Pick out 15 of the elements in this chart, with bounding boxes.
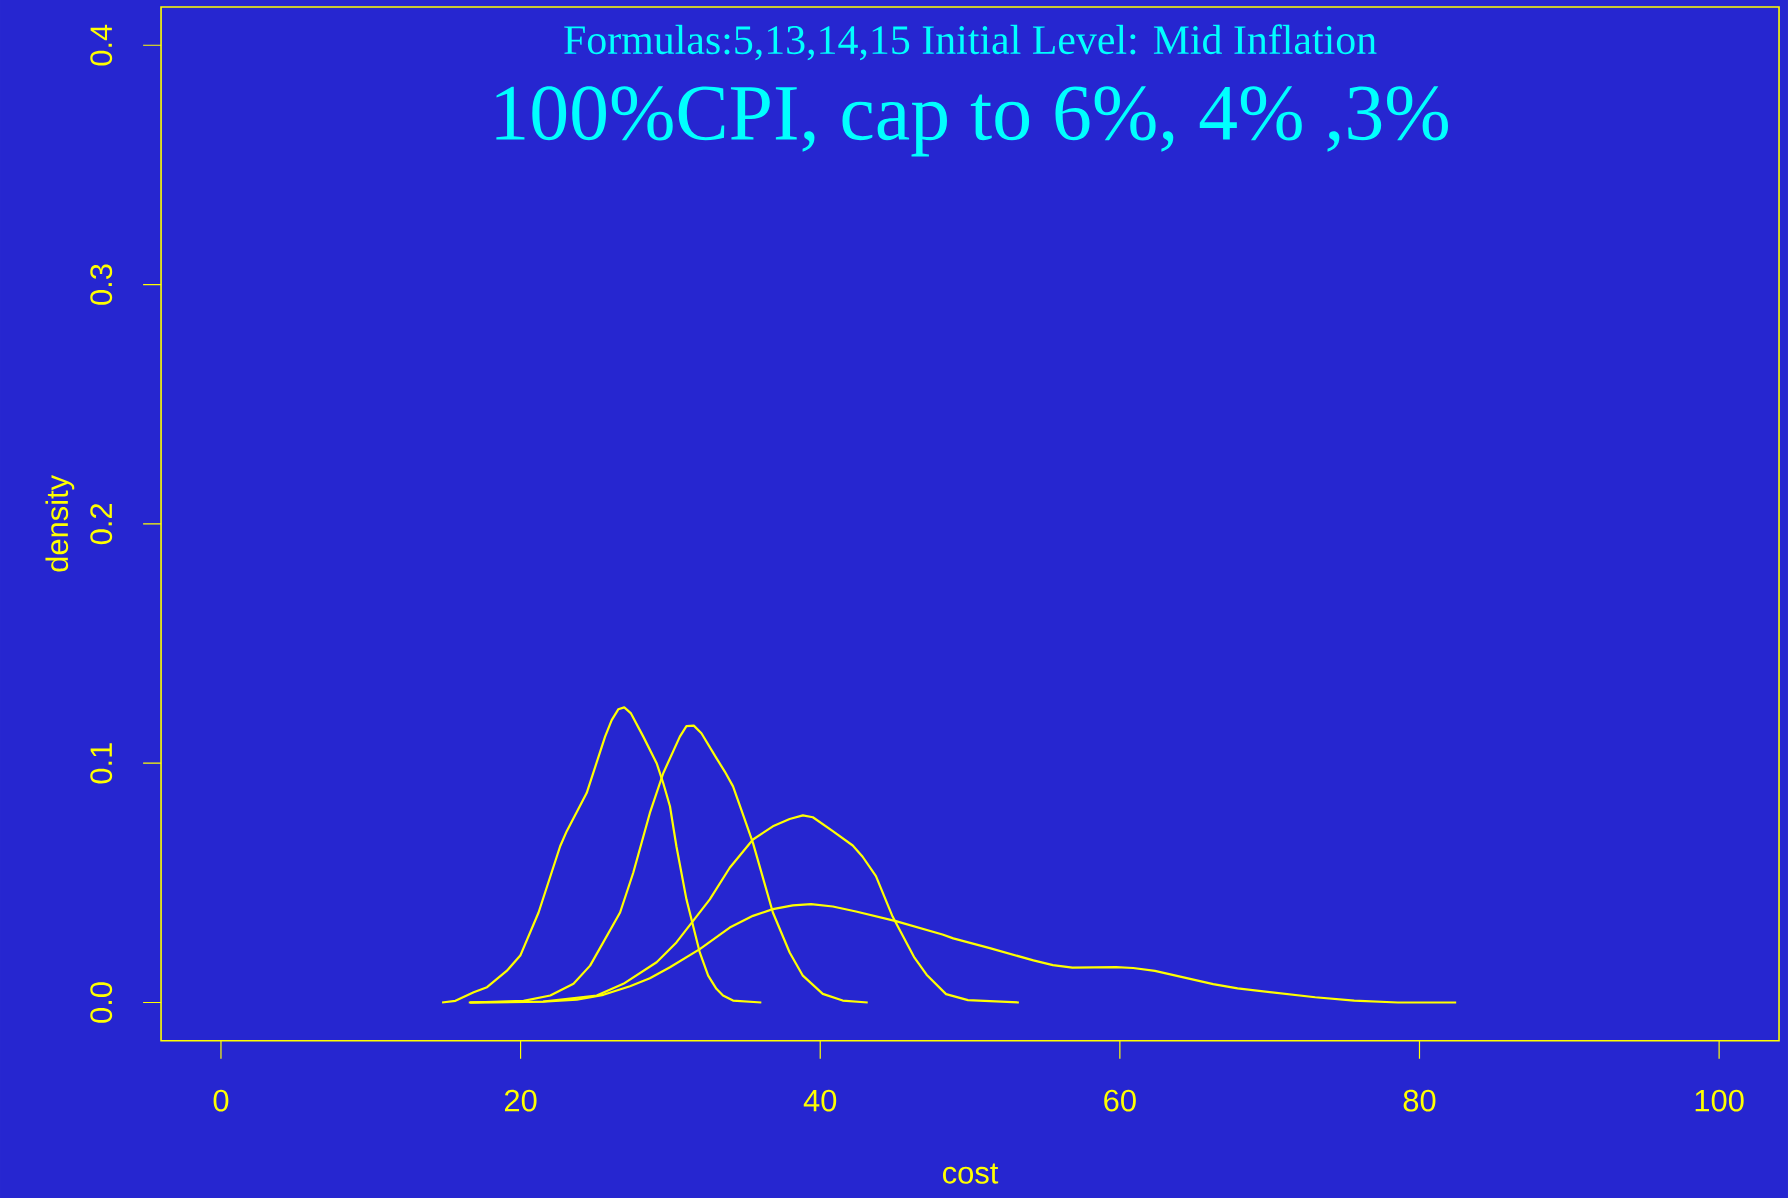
y-tick-label: 0.2 xyxy=(90,503,113,544)
x-axis-title: cost xyxy=(943,1163,999,1184)
text: 100%CPI, cap to 6%, 4% ,3% xyxy=(496,86,1448,157)
x-tick-label: 80 xyxy=(1403,1089,1436,1112)
y-tick-label: 0.4 xyxy=(90,24,113,66)
chart-title: Formulas:5,13,14,15 Initial Level: Mid Inflation xyxy=(564,24,1377,61)
x-tick-label: 0 xyxy=(213,1089,229,1112)
y-axis-title: density xyxy=(45,474,75,572)
x-tick-label: 100 xyxy=(1695,1089,1744,1112)
y-tick-label: 0.3 xyxy=(90,264,113,305)
y-tick-label: 0.0 xyxy=(90,982,113,1023)
x-tick-label: 40 xyxy=(803,1089,837,1112)
x-tick-label: 60 xyxy=(1104,1089,1136,1112)
x-tick-label: 20 xyxy=(504,1089,537,1112)
y-tick-label: 0.1 xyxy=(90,743,113,784)
